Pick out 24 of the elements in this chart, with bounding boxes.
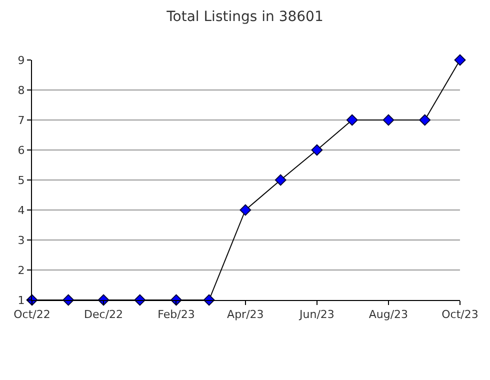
y-tick-label: 4 [18, 204, 25, 217]
point [419, 114, 431, 126]
y-tick-label: 6 [18, 144, 25, 157]
x-tick-label: Aug/23 [368, 308, 408, 322]
point [311, 144, 323, 156]
point [346, 114, 358, 126]
y-tick-label: 7 [18, 114, 25, 127]
y-tick-label: 3 [18, 234, 25, 247]
x-tick-label: Jun/23 [298, 308, 334, 322]
point [240, 204, 252, 216]
point [382, 114, 394, 126]
x-tick-label: Dec/22 [84, 308, 124, 322]
y-tick-label: 5 [18, 174, 25, 187]
y-tick-label: 8 [18, 84, 25, 97]
y-tick-label: 9 [18, 54, 25, 67]
x-tick-label: Feb/23 [158, 308, 195, 322]
point [454, 54, 466, 66]
x-tick-label: Oct/23 [442, 308, 478, 322]
y-tick-label: 2 [18, 264, 25, 277]
y-tick-label: 1 [18, 294, 25, 307]
point [274, 174, 286, 186]
x-tick-label: Apr/23 [227, 308, 264, 322]
chart-title: Total Listings in 38601 [166, 9, 324, 26]
x-tick-label: Oct/22 [14, 308, 50, 322]
